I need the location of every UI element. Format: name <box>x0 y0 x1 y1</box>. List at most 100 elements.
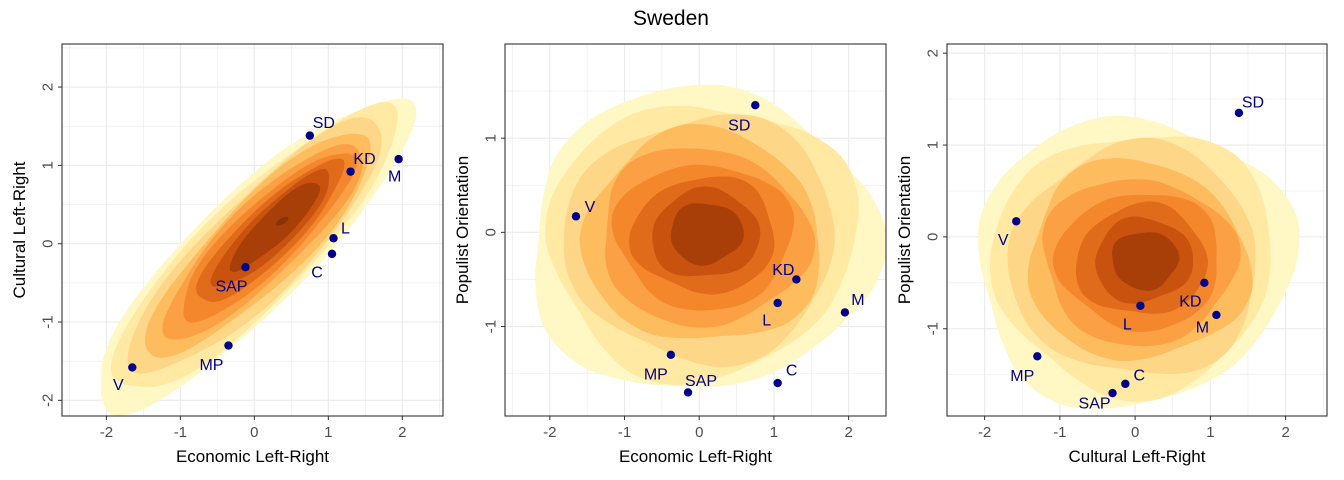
x-tick-label: -2 <box>978 424 991 441</box>
y-axis-label: Populist Orientation <box>453 156 472 304</box>
label-m: M <box>1196 319 1209 336</box>
y-tick-label: 2 <box>925 49 942 57</box>
point-c <box>327 249 337 259</box>
point-sd <box>1234 108 1244 118</box>
point-l <box>329 234 338 243</box>
panel-2: -2 -1 0 1 2 -1 0 1 Economic Left-Right Populist O… <box>453 43 887 466</box>
point-kd <box>792 275 801 284</box>
y-tick-label: 1 <box>40 161 57 169</box>
x-tick-label: -2 <box>100 424 113 441</box>
point-l <box>1136 301 1145 310</box>
x-tick-label: 0 <box>250 424 258 441</box>
y-tick-label: 0 <box>925 233 942 241</box>
point-kd <box>1200 278 1209 288</box>
x-tick-label: -1 <box>618 424 631 441</box>
point-l <box>773 298 782 308</box>
label-l: L <box>762 312 771 329</box>
y-axis-label: Populist Orientation <box>895 156 914 304</box>
panel-1: -2 -1 0 1 2 -2 -1 0 1 2 Economic Left-Right Cultura… <box>10 43 444 466</box>
label-kd: KD <box>772 262 794 279</box>
x-tick-label: 1 <box>324 424 332 441</box>
point-mp <box>1033 352 1042 361</box>
label-v: V <box>113 377 124 394</box>
label-l: L <box>341 221 350 238</box>
axes: -2 -1 0 1 2 -1 0 1 2 Cultural Left-Right Populist … <box>895 49 1290 466</box>
label-c: C <box>786 363 798 380</box>
axes: -2 -1 0 1 2 -1 0 1 Economic Left-Right Populist O… <box>453 134 853 466</box>
x-tick-label: 2 <box>844 424 852 441</box>
y-tick-label: -1 <box>40 315 57 328</box>
point-sap <box>241 263 250 272</box>
y-tick-label: 0 <box>40 240 57 248</box>
point-mp <box>224 341 233 350</box>
label-v: V <box>585 199 596 216</box>
y-axis-label: Cultural Left-Right <box>10 161 29 298</box>
point-sap <box>1108 388 1117 398</box>
point-c <box>773 378 782 388</box>
x-tick-label: -2 <box>543 424 556 441</box>
x-axis-label: Economic Left-Right <box>176 447 329 466</box>
axes: -2 -1 0 1 2 -2 -1 0 1 2 Economic Left-Right Cultura… <box>10 83 406 466</box>
party-points: SD V KD L M MP SAP C <box>571 101 865 397</box>
point-m <box>1212 310 1221 320</box>
panel-border <box>61 43 444 417</box>
label-mp: MP <box>1010 368 1034 385</box>
point-sd <box>751 101 760 110</box>
panel-3: -2 -1 0 1 2 -1 0 1 2 Cultural Left-Right Populist … <box>895 43 1328 466</box>
density-contours <box>977 115 1300 409</box>
x-tick-label: 2 <box>398 424 406 441</box>
panel-border <box>946 43 1328 417</box>
density-contours <box>535 84 886 387</box>
label-l: L <box>1123 316 1132 333</box>
y-tick-label: -1 <box>483 320 500 333</box>
label-mp: MP <box>644 366 668 383</box>
density-level-9 <box>1112 232 1180 291</box>
label-kd: KD <box>1179 293 1201 310</box>
party-points: SD KD M L C SAP MP V <box>113 115 403 394</box>
label-sd: SD <box>313 115 335 132</box>
label-sd: SD <box>1242 94 1264 111</box>
label-sd: SD <box>728 118 750 135</box>
label-c: C <box>311 264 323 281</box>
label-kd: KD <box>353 151 375 168</box>
density-contours <box>100 98 417 416</box>
point-sap <box>683 388 693 397</box>
density-level-9 <box>229 182 321 272</box>
label-sap: SAP <box>685 373 717 390</box>
x-tick-label: 0 <box>1131 424 1139 441</box>
label-mp: MP <box>199 357 223 374</box>
point-mp <box>666 350 676 359</box>
y-tick-label: -1 <box>925 322 942 335</box>
figure-title: Sweden <box>633 7 709 30</box>
x-tick-label: 1 <box>770 424 778 441</box>
point-kd <box>346 167 355 176</box>
y-tick-label: 1 <box>483 134 500 142</box>
point-v <box>128 363 137 372</box>
x-tick-label: 1 <box>1206 424 1214 441</box>
x-tick-label: -1 <box>174 424 187 441</box>
point-v <box>1012 217 1021 226</box>
density-peak <box>275 216 289 226</box>
density-level-9 <box>670 203 744 266</box>
y-tick-label: 0 <box>483 228 500 236</box>
x-axis-label: Economic Left-Right <box>619 447 772 466</box>
label-v: V <box>998 232 1009 249</box>
x-tick-label: 2 <box>1281 424 1289 441</box>
label-m: M <box>851 292 864 309</box>
x-tick-label: -1 <box>1053 424 1066 441</box>
panel-border <box>504 43 887 417</box>
label-m: M <box>388 169 401 186</box>
label-sap: SAP <box>215 279 247 296</box>
point-c <box>1121 379 1130 389</box>
point-sd <box>305 131 315 140</box>
y-tick-label: 1 <box>925 141 942 149</box>
y-tick-label: 2 <box>40 83 57 91</box>
point-v <box>571 212 581 221</box>
y-tick-label: -2 <box>40 394 57 407</box>
label-c: C <box>1134 367 1146 384</box>
x-tick-label: 0 <box>695 424 703 441</box>
point-m <box>394 154 403 164</box>
party-points: SD V KD L M MP C SAP <box>998 94 1264 412</box>
